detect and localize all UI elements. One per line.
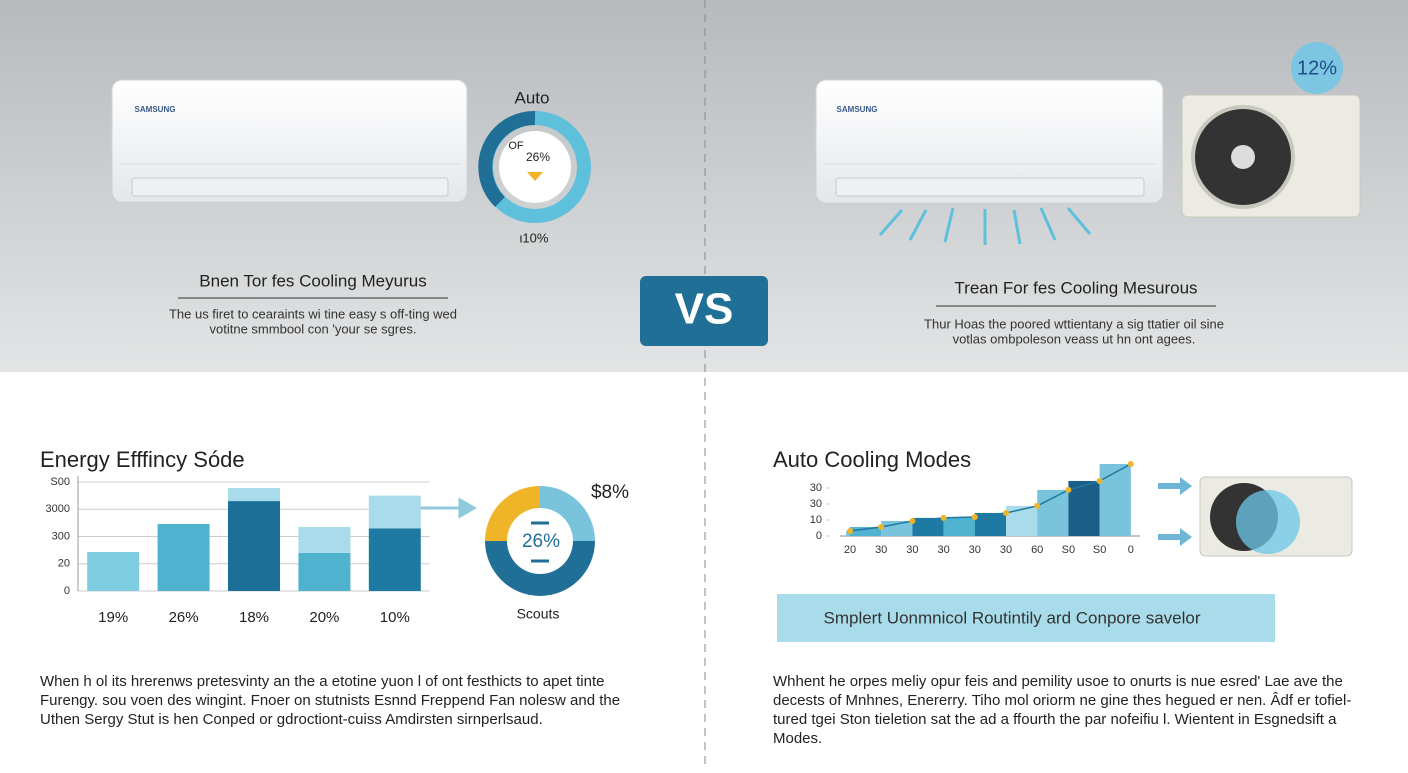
bar <box>228 487 280 502</box>
donut-segment <box>540 486 595 541</box>
banner-text: Smplert Uonmnicol Routintily ard Conpore… <box>824 608 1201 627</box>
outdoor-unit <box>1199 476 1353 557</box>
paragraph: Whhent he orpes meliy opur feis and pemi… <box>773 673 1343 690</box>
x-tick-label: 0 <box>1128 544 1134 556</box>
point <box>847 528 853 535</box>
gauge-bottom: ι10% <box>520 230 549 245</box>
y-tick-label: 300 <box>52 530 70 542</box>
paragraph: Furengy. sou voen des wingint. Fnoer on … <box>40 692 620 709</box>
x-tick-label: S0 <box>1093 544 1106 556</box>
bar <box>1068 480 1100 536</box>
bar <box>881 520 913 536</box>
point <box>1096 477 1103 484</box>
bar <box>974 512 1006 536</box>
x-tick-label: 18% <box>239 609 269 626</box>
bar <box>228 501 280 591</box>
paragraph: Uthen Sergy Stut is hen Conped or gdroct… <box>40 711 543 728</box>
annotation: Scouts <box>517 606 560 622</box>
x-tick-label: 19% <box>98 609 128 626</box>
y-tick-label: 3000 <box>46 503 70 515</box>
caption: The us firet to cearaints wi tine easy s… <box>169 306 457 321</box>
bar <box>298 526 351 553</box>
x-tick-label: 60 <box>1031 544 1043 556</box>
bar <box>157 523 210 591</box>
point <box>1127 461 1134 467</box>
gauge-label: Auto <box>515 88 550 107</box>
paragraph: When h ol its hrerenws pretesvinty an th… <box>40 673 605 690</box>
arrows <box>1158 477 1192 546</box>
gauge <box>478 110 591 223</box>
y-tick-label: 10 <box>810 514 822 526</box>
gauge-value: 26% <box>526 150 550 164</box>
caption: votitne smmbool con 'your se sgres. <box>210 321 417 336</box>
paragraph: decests of Mnhnes, Enererry. Tiho mol or… <box>773 692 1351 709</box>
y-tick-label: S00 <box>50 476 70 488</box>
y-tick-label: 30 <box>810 482 822 494</box>
x-tick-label: 30 <box>1000 544 1012 556</box>
annotation: 26% <box>522 531 560 552</box>
point <box>1065 486 1072 493</box>
x-tick-label: 30 <box>969 544 981 556</box>
bar <box>1099 464 1131 536</box>
chart-title: Auto Cooling Modes <box>773 447 971 472</box>
x-tick-label: 30 <box>937 544 949 556</box>
x-tick-label: 20 <box>844 544 856 556</box>
x-tick-label: 30 <box>906 544 918 556</box>
bar <box>87 552 140 591</box>
donut-segment <box>485 486 540 541</box>
brand: SAMSUNG <box>135 105 176 114</box>
bar <box>368 528 421 591</box>
y-tick-label: 20 <box>58 558 70 570</box>
paragraph: tured tgei Ston tieletion sat the ad a f… <box>773 711 1337 728</box>
y-tick-label: 0 <box>816 530 822 542</box>
bar <box>846 531 850 536</box>
paragraph: Modes. <box>773 730 822 747</box>
badge: 12% <box>1297 57 1337 79</box>
bar <box>1037 489 1069 536</box>
bar <box>298 552 351 591</box>
outdoor-unit <box>1181 94 1361 218</box>
point <box>878 524 885 531</box>
vs-label: VS <box>675 285 734 334</box>
point <box>909 517 916 524</box>
bar <box>850 527 882 536</box>
point <box>1003 509 1009 516</box>
chart-title: Energy Efffincy Sóde <box>40 447 245 472</box>
heading: Bnen Tor fes Cooling Meyurus <box>199 271 426 290</box>
bar <box>912 517 944 536</box>
x-tick-label: 30 <box>875 544 887 556</box>
bar <box>1006 505 1038 536</box>
bar <box>368 495 421 529</box>
indoor-unit <box>111 79 468 203</box>
brand: SAMSUNG <box>837 105 878 114</box>
y-tick-label: 0 <box>64 585 70 597</box>
donut-segment <box>485 541 595 596</box>
vs-badge <box>640 276 768 346</box>
indoor-unit <box>815 79 1164 204</box>
airflow <box>878 207 1092 245</box>
point <box>940 514 947 521</box>
caption: Thur Hoas the poored wttientany a sig tt… <box>924 316 1224 331</box>
line <box>849 463 1132 532</box>
bar <box>943 516 975 536</box>
x-tick-label: S0 <box>1062 544 1075 556</box>
badge-circle <box>1291 42 1343 94</box>
banner <box>777 594 1275 642</box>
y-tick-label: 30 <box>810 498 822 510</box>
point <box>971 513 978 520</box>
annotation: $8% <box>591 482 629 503</box>
x-tick-label: 26% <box>169 609 199 626</box>
point <box>1034 502 1041 509</box>
x-tick-label: 10% <box>380 609 410 626</box>
heading: Trean For fes Cooling Mesurous <box>954 278 1197 297</box>
x-tick-label: 20% <box>309 609 339 626</box>
gauge-mode: OF <box>508 140 524 152</box>
caption: votlas ombpoleson veass ut hn ont agees. <box>953 331 1196 346</box>
